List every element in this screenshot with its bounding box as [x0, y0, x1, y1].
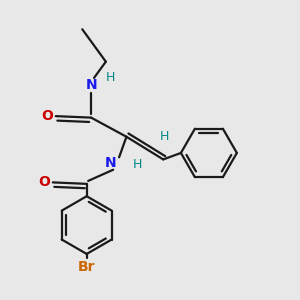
Text: N: N	[104, 156, 116, 170]
Text: H: H	[160, 130, 169, 142]
Text: O: O	[42, 109, 53, 123]
Text: Br: Br	[78, 260, 95, 274]
Text: N: N	[85, 78, 97, 92]
Text: H: H	[106, 71, 115, 84]
Text: O: O	[39, 176, 50, 189]
Text: H: H	[132, 158, 142, 171]
